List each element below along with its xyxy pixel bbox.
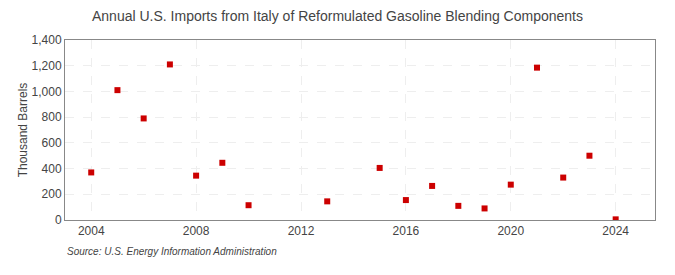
- svg-text:Thousand Barrels: Thousand Barrels: [16, 83, 30, 178]
- svg-text:2024: 2024: [602, 224, 629, 238]
- svg-text:800: 800: [42, 110, 62, 124]
- svg-text:Annual U.S. Imports from Italy: Annual U.S. Imports from Italy of Reform…: [92, 8, 583, 24]
- svg-text:1,200: 1,200: [32, 59, 62, 73]
- svg-text:2016: 2016: [393, 224, 420, 238]
- svg-text:200: 200: [42, 187, 62, 201]
- svg-text:0: 0: [55, 213, 62, 227]
- svg-text:Source: U.S. Energy Informatio: Source: U.S. Energy Information Administ…: [67, 246, 277, 257]
- svg-text:1,000: 1,000: [32, 85, 62, 99]
- svg-text:400: 400: [42, 162, 62, 176]
- svg-text:2008: 2008: [183, 224, 210, 238]
- svg-text:2020: 2020: [497, 224, 524, 238]
- svg-text:1,400: 1,400: [32, 33, 62, 47]
- svg-text:600: 600: [42, 136, 62, 150]
- svg-text:2004: 2004: [78, 224, 105, 238]
- svg-text:2012: 2012: [288, 224, 315, 238]
